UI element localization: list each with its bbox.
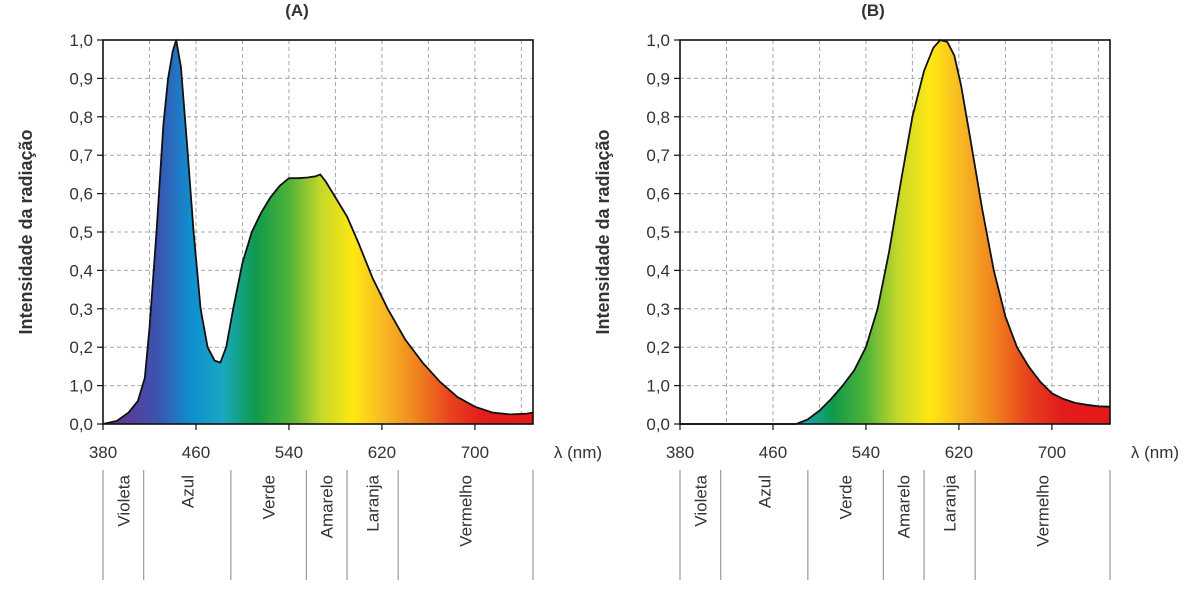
band-label: Verde	[260, 475, 279, 519]
band-label: Vermelho	[1034, 475, 1053, 547]
y-tick-label: 0,3	[646, 300, 670, 319]
band-label: Amarelo	[895, 475, 914, 538]
y-tick-label: 0,5	[69, 223, 93, 242]
x-tick-label: 540	[852, 443, 880, 462]
x-axis-label: λ (nm)	[554, 443, 602, 462]
y-tick-label: 0,7	[69, 146, 93, 165]
band-label: Violeta	[114, 474, 133, 526]
band-label: Violeta	[691, 474, 710, 526]
y-tick-label: 1,0	[69, 31, 93, 50]
band-label: Verde	[837, 475, 856, 519]
band-label: Azul	[755, 475, 774, 508]
x-tick-label: 460	[759, 443, 787, 462]
y-tick-label: 0,2	[69, 338, 93, 357]
x-tick-label: 620	[945, 443, 973, 462]
y-tick-label: 0,0	[646, 415, 670, 434]
chart-title: (A)	[285, 1, 309, 20]
y-tick-label: 0,0	[69, 415, 93, 434]
band-label: Azul	[178, 475, 197, 508]
spectrum-curve	[102, 39, 534, 425]
spectrum-curve	[680, 39, 1111, 425]
y-tick-label: 1,0	[646, 31, 670, 50]
y-tick-label: 0,8	[69, 108, 93, 127]
y-tick-label: 0,3	[69, 300, 93, 319]
chart-title: (B)	[861, 1, 885, 20]
x-tick-label: 700	[461, 443, 489, 462]
y-tick-label: 0,8	[646, 108, 670, 127]
y-tick-label: 0,9	[69, 69, 93, 88]
y-tick-label: 0,2	[646, 338, 670, 357]
y-tick-label: 0,6	[646, 185, 670, 204]
band-label: Amarelo	[318, 475, 337, 538]
x-tick-label: 700	[1038, 443, 1066, 462]
x-tick-label: 380	[666, 443, 694, 462]
y-axis-label: Intensidade da radiação	[16, 129, 36, 334]
spectrum-area	[680, 40, 1110, 424]
spectrum-area	[103, 40, 533, 424]
y-tick-label: 0,4	[646, 261, 670, 280]
y-tick-label: 1,0	[646, 377, 670, 396]
band-label: Laranja	[364, 474, 383, 531]
chart-a: (A) Intensidade da radiação 0,0 1,0 0,2 0,3 0,…	[16, 1, 602, 580]
chart-b: (B) Intensidade da radiação 0,0 1,0 0,2 0,3 0,…	[593, 1, 1179, 580]
y-axis-label: Intensidade da radiação	[593, 129, 613, 334]
x-tick-label: 620	[368, 443, 396, 462]
band-label: Vermelho	[457, 475, 476, 547]
band-label: Laranja	[941, 474, 960, 531]
y-tick-label: 0,6	[69, 185, 93, 204]
x-tick-label: 460	[182, 443, 210, 462]
y-tick-label: 0,4	[69, 261, 93, 280]
y-tick-label: 0,9	[646, 69, 670, 88]
x-axis-label: λ (nm)	[1131, 443, 1179, 462]
x-tick-label: 380	[89, 443, 117, 462]
y-tick-label: 0,5	[646, 223, 670, 242]
y-tick-label: 0,7	[646, 146, 670, 165]
y-tick-label: 1,0	[69, 377, 93, 396]
x-tick-label: 540	[275, 443, 303, 462]
